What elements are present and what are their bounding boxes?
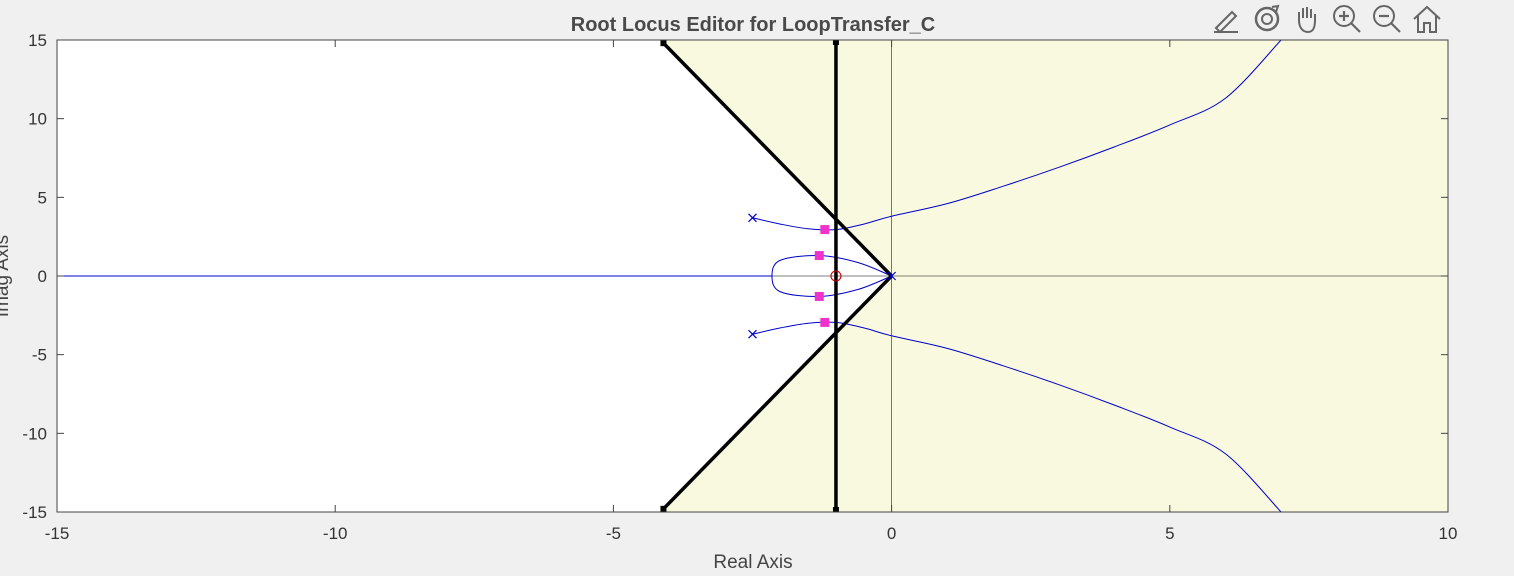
damping-line bbox=[662, 41, 893, 278]
rotate-icon bbox=[1254, 4, 1280, 32]
closed-loop-pole bbox=[820, 317, 830, 327]
edit-icon bbox=[1214, 10, 1238, 34]
chart-title: Root Locus Editor for LoopTransfer_C bbox=[571, 14, 935, 36]
locus-branch-lower bbox=[752, 321, 1282, 512]
zoom-in-button[interactable] bbox=[1328, 1, 1366, 37]
pan-button[interactable] bbox=[1288, 1, 1326, 37]
y-tick-label: 0 bbox=[38, 267, 47, 286]
y-tick-label: 10 bbox=[28, 110, 47, 129]
zoom-in-icon bbox=[1333, 5, 1361, 33]
x-axis-label: Real Axis bbox=[713, 552, 792, 573]
x-tick-label: -10 bbox=[323, 524, 348, 543]
x-tick-label: -15 bbox=[45, 524, 70, 543]
closed-loop-pole bbox=[820, 225, 830, 235]
y-tick-label: -5 bbox=[32, 346, 47, 365]
figure-toolbar bbox=[1208, 0, 1446, 38]
settling-line-handle bbox=[832, 40, 839, 45]
damping-line-handle bbox=[660, 505, 667, 512]
x-tick-label: -5 bbox=[606, 524, 621, 543]
zoom-out-button[interactable] bbox=[1368, 1, 1406, 37]
x-tick-label: 5 bbox=[1165, 524, 1174, 543]
damping-line-handle bbox=[660, 40, 667, 47]
home-icon bbox=[1413, 5, 1441, 33]
locus-branch-upper bbox=[752, 40, 1282, 231]
x-tick-label: 10 bbox=[1439, 524, 1458, 543]
y-tick-label: 15 bbox=[28, 31, 47, 50]
y-tick-label: -10 bbox=[22, 424, 47, 443]
closed-loop-pole bbox=[814, 291, 824, 301]
x-tick-label: 0 bbox=[887, 524, 896, 543]
y-tick-label: 5 bbox=[38, 188, 47, 207]
plot-content bbox=[57, 40, 1448, 512]
open-loop-pole bbox=[887, 271, 897, 281]
home-button[interactable] bbox=[1408, 1, 1446, 37]
edit-button[interactable] bbox=[1208, 1, 1246, 37]
zoom-out-icon bbox=[1373, 5, 1401, 33]
rotate-button[interactable] bbox=[1248, 1, 1286, 37]
y-tick-label: -15 bbox=[22, 503, 47, 522]
y-axis-label: Imag Axis bbox=[0, 235, 13, 317]
open-loop-pole bbox=[748, 213, 757, 223]
settling-line-handle bbox=[832, 507, 839, 512]
pan-icon bbox=[1298, 7, 1316, 34]
open-loop-zero bbox=[830, 270, 842, 282]
open-loop-pole bbox=[748, 329, 757, 339]
closed-loop-pole bbox=[814, 251, 824, 261]
damping-line bbox=[662, 274, 893, 511]
